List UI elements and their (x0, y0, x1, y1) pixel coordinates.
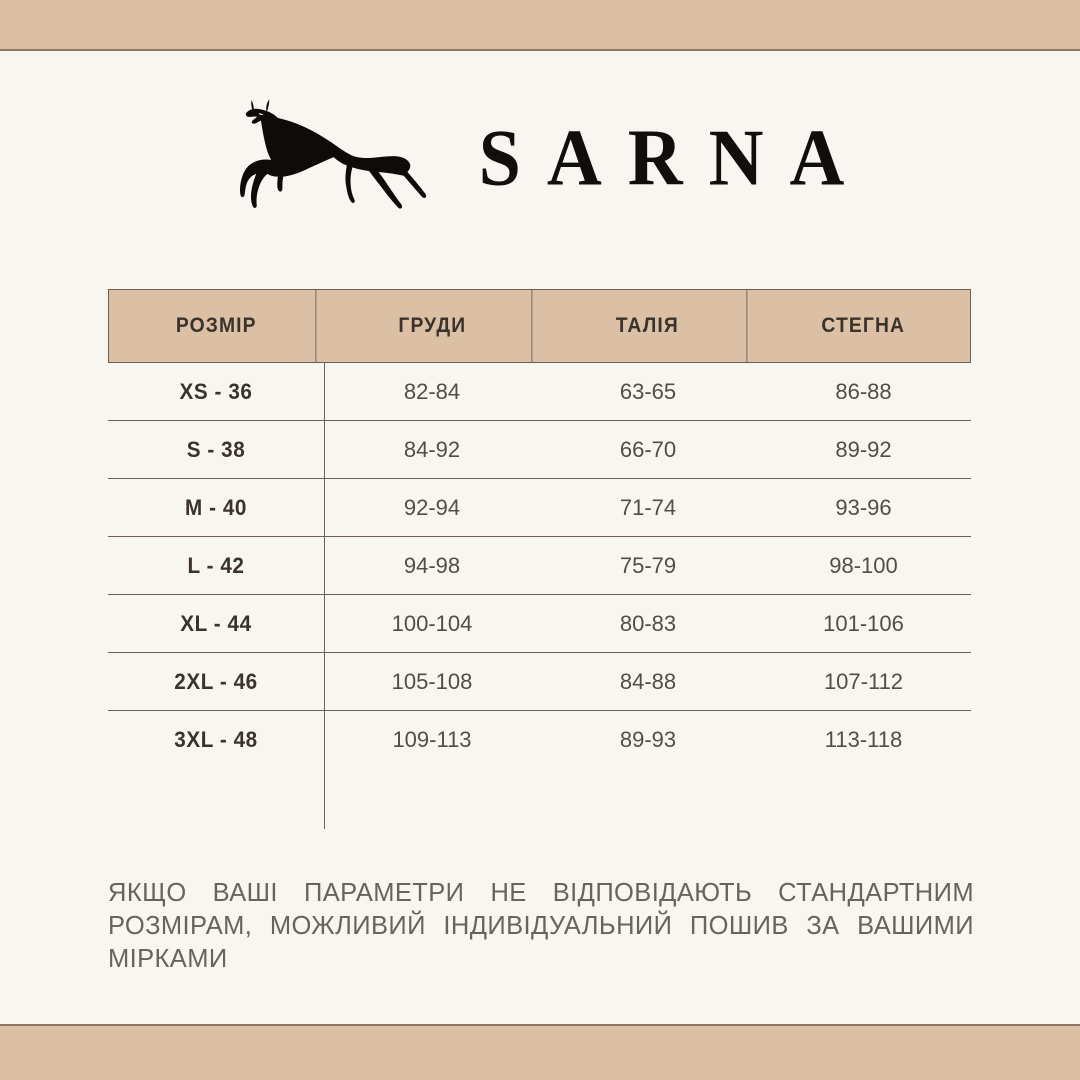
table-row: M - 40 92-94 71-74 93-96 (108, 479, 971, 537)
cell-hips: 89-92 (835, 436, 892, 462)
cell-size: L - 42 (187, 552, 245, 578)
cell-hips: 113-118 (824, 727, 903, 752)
table-row: L - 42 94-98 75-79 98-100 (108, 537, 971, 595)
cell-waist: 75-79 (619, 552, 677, 578)
cell-waist: 66-70 (619, 436, 677, 462)
leaping-deer-icon (239, 99, 426, 209)
cell-hips: 107-112 (823, 668, 904, 694)
brand-logo: SARNA (0, 83, 1080, 233)
bottom-decorative-band (0, 1024, 1080, 1080)
table-row: XL - 44 100-104 80-83 101-106 (108, 595, 971, 653)
cell-size: XL - 44 (180, 610, 252, 636)
cell-waist: 89-93 (619, 727, 677, 752)
cell-waist: 71-74 (619, 494, 677, 520)
cell-size: 2XL - 46 (174, 668, 258, 694)
cell-hips: 86-88 (835, 378, 892, 404)
custom-tailoring-note: ЯКЩО ВАШІ ПАРАМЕТРИ НЕ ВІДПОВІДАЮТЬ СТАН… (108, 879, 974, 974)
table-row: S - 38 84-92 66-70 89-92 (108, 421, 971, 479)
cell-size: XS - 36 (179, 378, 253, 404)
table-row: 3XL - 48 109-113 89-93 113-118 (108, 711, 971, 769)
cell-chest: 94-98 (403, 552, 461, 578)
table-row: XS - 36 82-84 63-65 86-88 (108, 363, 971, 421)
cell-hips: 101-106 (823, 610, 904, 636)
cell-chest: 105-108 (391, 668, 473, 694)
top-decorative-band (0, 0, 1080, 51)
cell-size: 3XL - 48 (174, 727, 258, 752)
brand-wordmark: SARNA (478, 113, 871, 203)
column-header-chest: ГРУДИ (333, 290, 532, 362)
cell-size: M - 40 (184, 494, 247, 520)
cell-chest: 92-94 (403, 494, 461, 520)
cell-waist: 80-83 (619, 610, 677, 636)
page-content: SARNA РОЗМІР ГРУДИ ТАЛІЯ СТЕГНА XS - 36 … (0, 51, 1080, 1024)
cell-chest: 100-104 (391, 610, 473, 636)
column-header-size: РОЗМІР (118, 290, 316, 362)
column-header-hips: СТЕГНА (820, 314, 905, 337)
table-row: 2XL - 46 105-108 84-88 107-112 (108, 653, 971, 711)
cell-hips: 98-100 (829, 552, 898, 578)
size-table: РОЗМІР ГРУДИ ТАЛІЯ СТЕГНА XS - 36 82-84 … (108, 289, 971, 829)
cell-hips: 93-96 (835, 494, 892, 520)
cell-chest: 109-113 (392, 727, 472, 752)
column-header-waist: ТАЛІЯ (549, 290, 747, 362)
size-column-divider (324, 363, 325, 829)
cell-size: S - 38 (186, 436, 246, 462)
table-header-row: РОЗМІР ГРУДИ ТАЛІЯ СТЕГНА (108, 289, 971, 363)
cell-chest: 84-92 (403, 436, 461, 462)
cell-chest: 82-84 (403, 378, 461, 404)
cell-waist: 63-65 (619, 378, 677, 404)
cell-waist: 84-88 (619, 668, 677, 694)
table-body: XS - 36 82-84 63-65 86-88 S - 38 84-92 6… (108, 363, 971, 829)
